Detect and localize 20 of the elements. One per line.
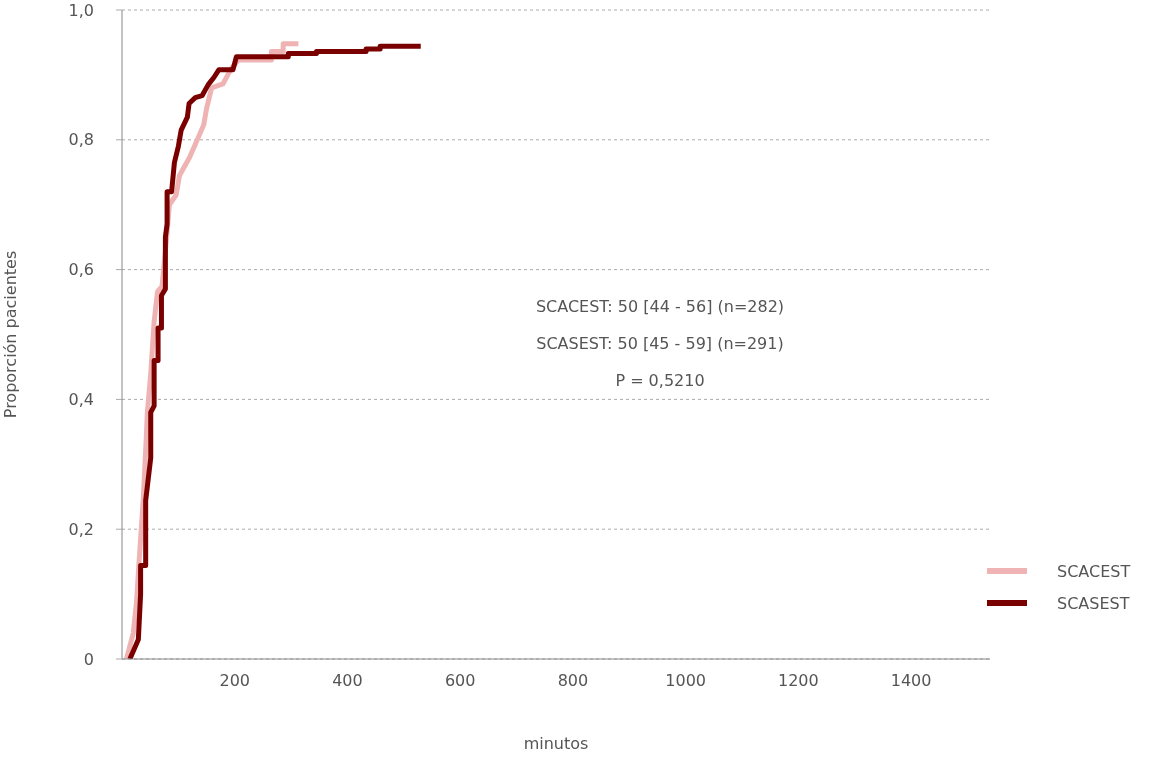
x-tick-label: 1000 bbox=[665, 671, 706, 691]
annotation: SCACEST: 50 [44 - 56] (n=282) bbox=[534, 296, 786, 318]
x-tick-label: 1200 bbox=[778, 671, 819, 691]
y-tick-label: 0,8 bbox=[68, 130, 94, 150]
y-tick-label: 0 bbox=[83, 649, 94, 669]
y-tick-label: 1,0 bbox=[68, 0, 94, 20]
y-axis-title: Proporción pacientes bbox=[0, 250, 20, 419]
annotation: P = 0,5210 bbox=[614, 370, 706, 392]
y-tick-label: 0,6 bbox=[68, 260, 94, 280]
x-tick-label: 200 bbox=[219, 671, 250, 691]
x-tick-label: 800 bbox=[557, 671, 589, 691]
annotation: SCASEST: 50 [45 - 59] (n=291) bbox=[535, 333, 785, 355]
x-tick-label: 600 bbox=[444, 671, 476, 691]
y-tick-label: 0,2 bbox=[68, 519, 94, 539]
legend-label: SCACEST bbox=[1057, 561, 1131, 581]
x-tick-label: 400 bbox=[332, 671, 363, 691]
x-axis-title: minutos bbox=[523, 734, 589, 753]
legend-label: SCASEST bbox=[1057, 593, 1130, 613]
y-tick-label: 0,4 bbox=[68, 390, 94, 410]
x-tick-label: 1400 bbox=[890, 671, 932, 691]
